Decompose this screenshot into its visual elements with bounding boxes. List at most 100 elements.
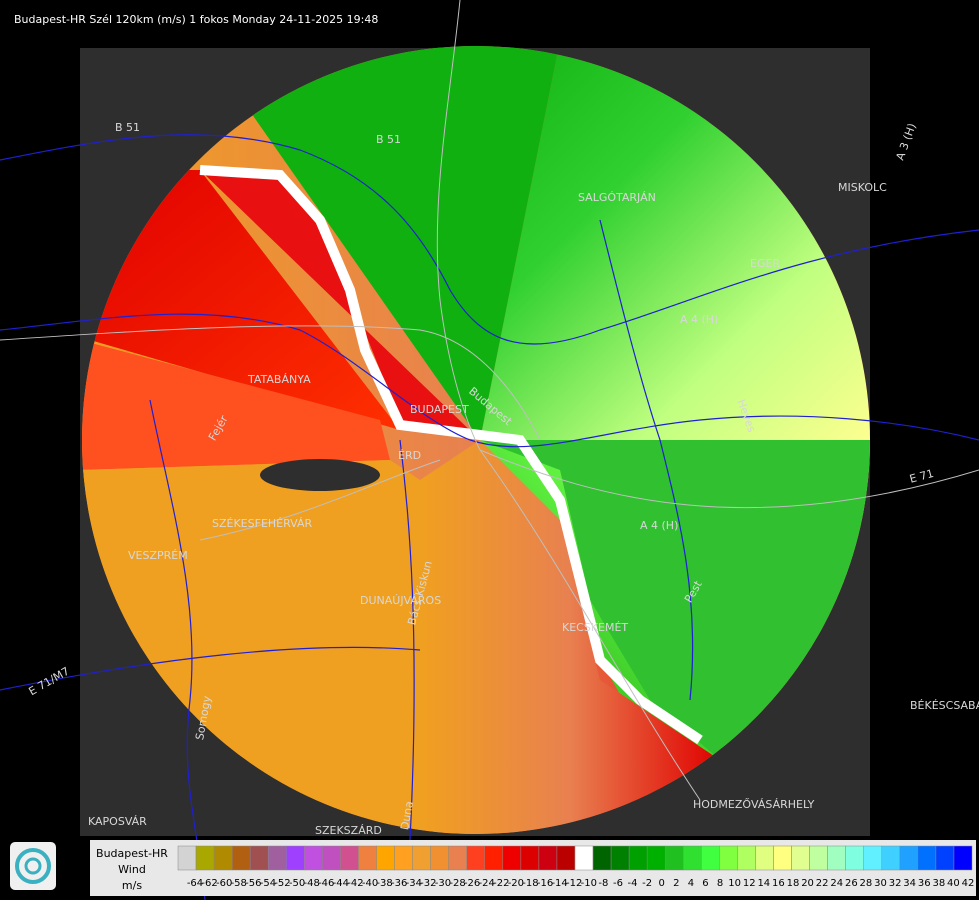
legend-tick: 40 (947, 878, 960, 889)
legend-tick: 0 (659, 878, 665, 889)
legend-swatch (520, 845, 540, 871)
legend-swatch (737, 845, 756, 871)
legend-tick: 6 (702, 878, 708, 889)
legend-swatch (267, 845, 287, 871)
legend-tick: 12 (743, 878, 756, 889)
legend-tick: -12 (566, 878, 582, 889)
legend-swatch (755, 845, 774, 871)
legend-swatch (683, 845, 702, 871)
legend-tick: 38 (932, 878, 945, 889)
legend-tick: 14 (757, 878, 770, 889)
legend-tick: -36 (391, 878, 407, 889)
legend-swatch (358, 845, 377, 871)
legend-swatch (195, 845, 215, 871)
legend-tick: -28 (449, 878, 465, 889)
legend-tick: -62 (201, 878, 217, 889)
legend-swatch (502, 845, 522, 871)
legend-swatch (628, 845, 648, 871)
legend-swatch (664, 845, 684, 871)
map-label: A 3 (H) (893, 122, 918, 163)
legend-swatch (592, 845, 612, 871)
map-label: E 71 (908, 467, 935, 486)
legend-swatch (574, 845, 594, 871)
legend-swatch (899, 845, 919, 871)
legend-swatch (466, 845, 486, 871)
legend-tick: -6 (613, 878, 623, 889)
map-label: KECSKEMÉT (562, 621, 628, 634)
legend-swatch (177, 845, 197, 871)
legend-tick: 10 (728, 878, 741, 889)
legend-swatch (430, 845, 449, 871)
legend-swatch (249, 845, 269, 871)
legend-swatch (953, 845, 973, 871)
legend-tick: -2 (642, 878, 652, 889)
legend-swatch (304, 845, 323, 871)
map-label: TATABÁNYA (247, 373, 311, 386)
legend-tick: -56 (245, 878, 261, 889)
legend-tick: -20 (508, 878, 524, 889)
map-label: VESZPRÉM (128, 549, 188, 562)
map-label: HODMEZŐVÁSÁRHELY (693, 797, 815, 811)
legend-tick: -42 (347, 878, 363, 889)
legend-tick: -4 (628, 878, 638, 889)
legend-tick: -18 (522, 878, 538, 889)
legend-swatch (556, 845, 576, 871)
legend-tick: -30 (435, 878, 451, 889)
legend-tick: -44 (333, 878, 349, 889)
legend-swatch (448, 845, 467, 871)
legend-tick: -38 (376, 878, 392, 889)
legend-swatch (845, 845, 864, 871)
legend-swatch (322, 845, 341, 871)
map-label: A 4 (H) (680, 313, 718, 326)
legend-swatch (394, 845, 413, 871)
legend-tick: 4 (688, 878, 694, 889)
legend-swatch (286, 845, 305, 871)
legend-swatch (340, 845, 359, 871)
map-label: A 4 (H) (640, 519, 678, 532)
legend-tick: -48 (304, 878, 320, 889)
map-label: KAPOSVÁR (88, 815, 147, 828)
map-label: B 51 (115, 121, 140, 134)
legend-swatch (791, 845, 810, 871)
legend-swatch (231, 845, 251, 871)
legend-swatch (646, 845, 666, 871)
map-label: B 51 (376, 133, 401, 146)
legend-tick: -54 (260, 878, 276, 889)
legend-swatch (773, 845, 792, 871)
legend-tick: 34 (903, 878, 916, 889)
legend-tick: 18 (787, 878, 800, 889)
legend-tick: -14 (551, 878, 567, 889)
legend-swatch (376, 845, 395, 871)
legend-swatch (719, 845, 738, 871)
legend-tick: -46 (318, 878, 334, 889)
legend-swatch (701, 845, 720, 871)
legend-tick: -60 (216, 878, 232, 889)
map-label: SZEKSZÁRD (315, 824, 382, 837)
legend-swatch (917, 845, 937, 871)
legend-swatch (827, 845, 846, 871)
legend-tick: -26 (464, 878, 480, 889)
legend-tick: 24 (830, 878, 843, 889)
map-label: SALGÓTARJÁN (578, 191, 656, 204)
legend-tick: -24 (479, 878, 495, 889)
legend-swatch (809, 845, 828, 871)
legend-swatch (863, 845, 883, 871)
legend-quantity: Wind (118, 863, 146, 876)
map-label: Duna (398, 800, 416, 831)
legend-tick: -22 (493, 878, 509, 889)
legend-tick: 36 (918, 878, 931, 889)
logo (10, 842, 56, 890)
legend-tick: 22 (816, 878, 829, 889)
legend-unit: m/s (122, 879, 142, 892)
legend-tick: -58 (231, 878, 247, 889)
legend-tick: 20 (801, 878, 814, 889)
legend-swatch (484, 845, 504, 871)
legend-swatch (935, 845, 955, 871)
legend-tick: 28 (860, 878, 873, 889)
map-label: MISKOLC (838, 181, 887, 194)
legend-tick: 26 (845, 878, 858, 889)
map-label: E 71/M7 (27, 665, 72, 699)
roads (0, 0, 979, 801)
legend-tick: -10 (581, 878, 597, 889)
